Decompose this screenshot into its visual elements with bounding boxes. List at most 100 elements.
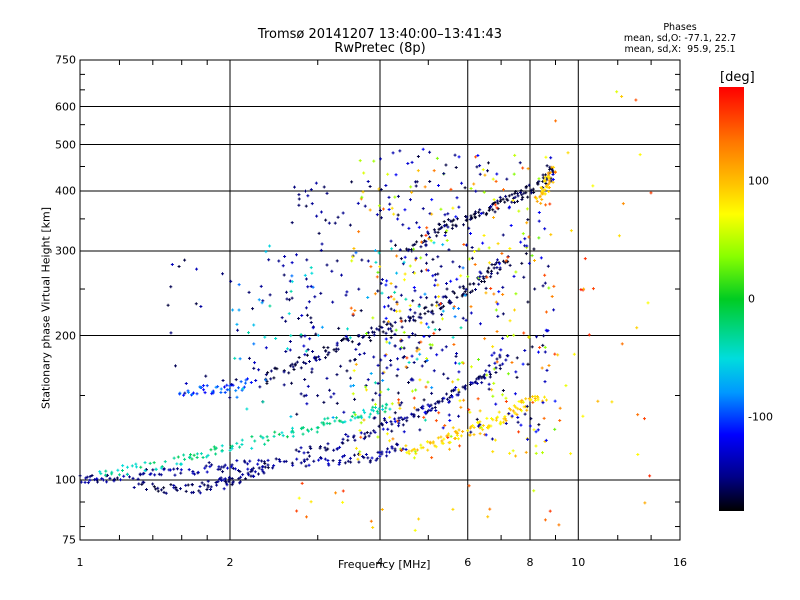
data-point bbox=[458, 285, 462, 289]
data-point bbox=[240, 438, 244, 442]
data-point bbox=[353, 397, 357, 401]
data-point bbox=[326, 447, 330, 451]
data-point bbox=[494, 402, 498, 406]
data-point bbox=[159, 488, 163, 492]
data-point bbox=[513, 153, 517, 157]
data-point bbox=[535, 197, 539, 201]
data-point bbox=[219, 476, 223, 480]
data-point bbox=[512, 404, 516, 408]
data-point bbox=[414, 388, 418, 392]
data-point bbox=[240, 443, 244, 447]
data-point bbox=[510, 414, 514, 418]
data-point bbox=[224, 481, 228, 485]
data-point bbox=[535, 199, 539, 203]
data-point bbox=[504, 399, 508, 403]
data-point bbox=[172, 467, 176, 471]
data-point bbox=[144, 488, 148, 492]
data-point bbox=[441, 441, 445, 445]
data-point bbox=[496, 302, 500, 306]
data-point bbox=[193, 472, 197, 476]
data-point bbox=[480, 381, 484, 385]
data-point bbox=[311, 350, 315, 354]
data-point bbox=[442, 437, 446, 441]
data-point bbox=[469, 187, 473, 191]
data-point bbox=[526, 218, 530, 222]
data-point bbox=[305, 457, 309, 461]
data-point bbox=[434, 278, 438, 282]
data-point bbox=[486, 161, 490, 165]
data-point bbox=[362, 418, 366, 422]
data-point bbox=[152, 461, 156, 465]
data-point bbox=[341, 489, 345, 493]
data-point bbox=[484, 433, 488, 437]
data-point bbox=[220, 449, 224, 453]
data-point bbox=[416, 169, 420, 173]
data-point bbox=[253, 470, 257, 474]
data-point bbox=[366, 378, 370, 382]
data-point bbox=[222, 385, 226, 389]
data-point bbox=[433, 283, 437, 287]
data-point bbox=[247, 473, 251, 477]
data-point bbox=[391, 151, 395, 155]
data-point bbox=[482, 190, 486, 194]
data-point bbox=[448, 299, 452, 303]
data-point bbox=[430, 309, 434, 313]
data-point bbox=[348, 456, 352, 460]
data-point bbox=[351, 255, 355, 259]
data-point bbox=[231, 466, 235, 470]
data-point bbox=[261, 436, 265, 440]
data-point bbox=[229, 279, 233, 283]
data-point bbox=[228, 396, 232, 400]
data-point bbox=[495, 261, 499, 265]
data-point bbox=[491, 208, 495, 212]
data-point bbox=[386, 320, 390, 324]
data-point bbox=[360, 258, 364, 262]
data-point bbox=[339, 273, 343, 277]
data-point bbox=[238, 480, 242, 484]
data-point bbox=[544, 398, 548, 402]
data-point bbox=[280, 431, 284, 435]
data-point bbox=[266, 371, 270, 375]
data-point bbox=[375, 457, 379, 461]
data-point bbox=[407, 381, 411, 385]
data-point bbox=[496, 242, 500, 246]
data-point bbox=[452, 291, 456, 295]
data-point bbox=[163, 460, 167, 464]
data-point bbox=[258, 385, 262, 389]
data-point bbox=[412, 361, 416, 365]
data-point bbox=[175, 467, 179, 471]
data-point bbox=[420, 364, 424, 368]
data-point bbox=[539, 185, 543, 189]
data-point bbox=[410, 354, 414, 358]
data-point bbox=[137, 482, 141, 486]
data-point bbox=[498, 195, 502, 199]
data-point bbox=[90, 474, 94, 478]
data-point bbox=[362, 171, 366, 175]
data-point bbox=[397, 416, 401, 420]
y-tick-label: 400 bbox=[55, 184, 76, 198]
data-point bbox=[422, 335, 426, 339]
data-point bbox=[366, 259, 370, 263]
data-point bbox=[398, 309, 402, 313]
data-point bbox=[451, 223, 455, 227]
data-point bbox=[483, 376, 487, 380]
data-point bbox=[404, 297, 408, 301]
data-point bbox=[362, 408, 366, 412]
data-point bbox=[514, 270, 518, 274]
data-point bbox=[507, 412, 511, 416]
data-point bbox=[448, 440, 452, 444]
data-point bbox=[494, 300, 498, 304]
data-point bbox=[526, 362, 530, 366]
data-point bbox=[415, 346, 419, 350]
data-point bbox=[450, 395, 454, 399]
data-point bbox=[517, 209, 521, 213]
data-point bbox=[407, 452, 411, 456]
data-point bbox=[285, 297, 289, 301]
data-point bbox=[496, 201, 500, 205]
data-point bbox=[558, 418, 562, 422]
data-point bbox=[259, 284, 263, 288]
data-point bbox=[344, 433, 348, 437]
data-point bbox=[390, 206, 394, 210]
data-point bbox=[368, 208, 372, 212]
data-point bbox=[386, 447, 390, 451]
